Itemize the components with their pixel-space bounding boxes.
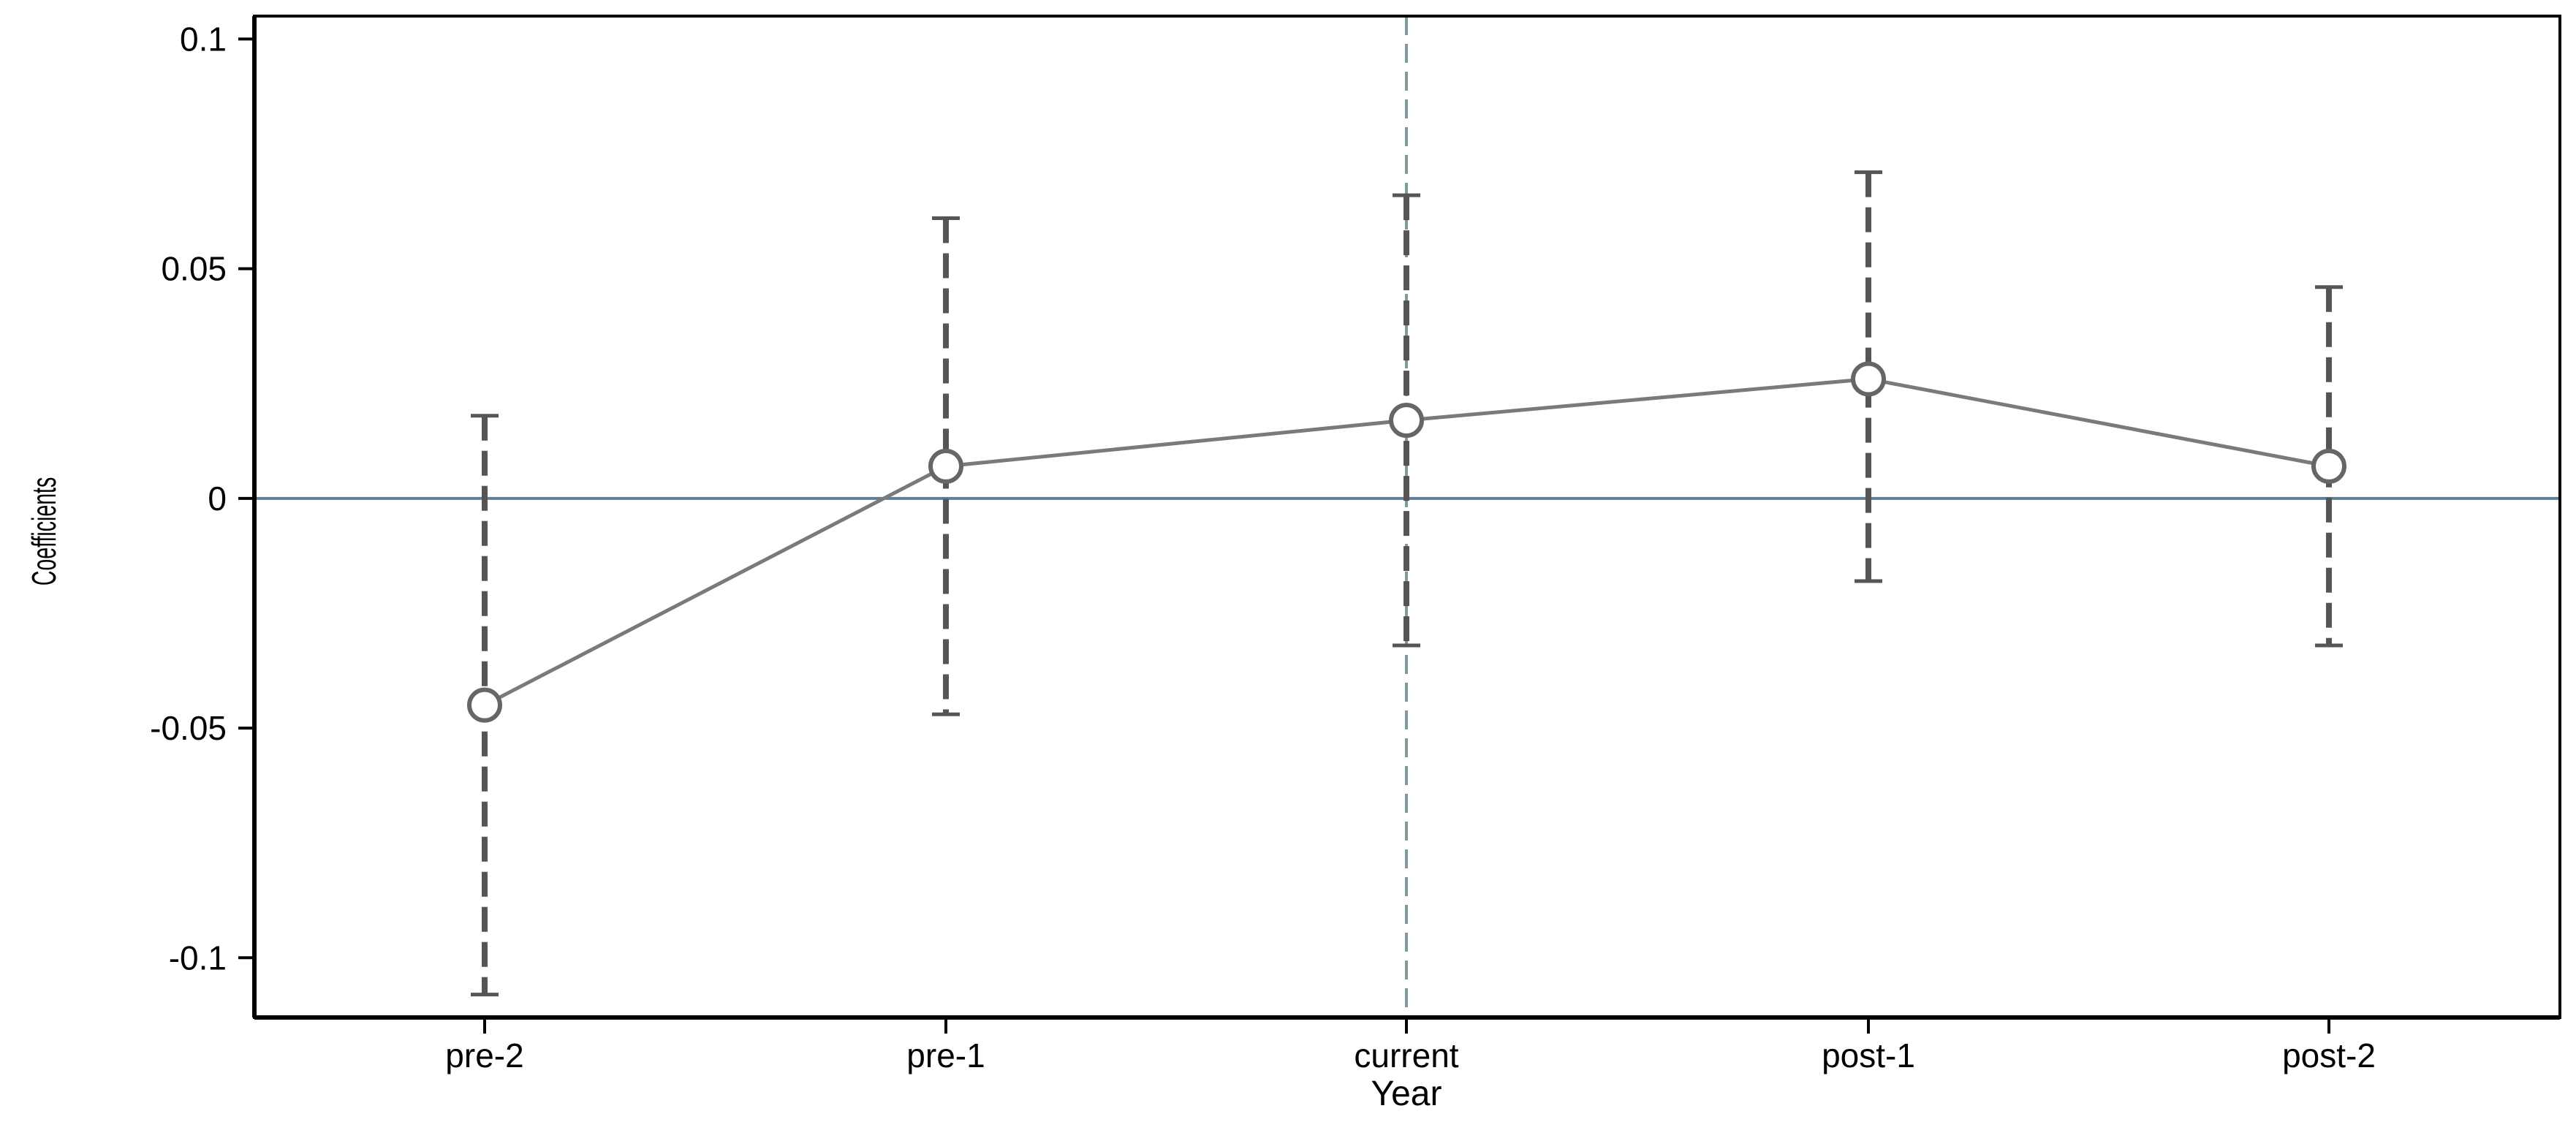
data-point: [467, 687, 502, 723]
y-tick-label: 0.1: [180, 20, 227, 58]
x-tick-label: pre-2: [445, 1036, 523, 1074]
y-tick-label: -0.05: [150, 709, 227, 747]
y-tick-label: 0.05: [161, 250, 227, 288]
data-point: [1851, 361, 1886, 397]
y-axis: -0.1 -0.05 0 0.05 0.1: [150, 20, 254, 977]
y-tick-label: 0: [208, 479, 227, 518]
data-point: [928, 448, 963, 484]
y-tick-label: -0.1: [169, 939, 227, 977]
x-axis: pre-2 pre-1 current post-1 post-2: [445, 1017, 2376, 1074]
x-axis-title: Year: [1371, 1074, 1442, 1113]
data-point: [1389, 403, 1424, 439]
x-tick-label: post-1: [1822, 1036, 1915, 1074]
x-tick-label: current: [1354, 1036, 1458, 1074]
x-tick-label: post-2: [2282, 1036, 2376, 1074]
y-axis-title: Coefficients: [26, 477, 64, 585]
data-point: [2311, 448, 2346, 484]
x-tick-label: pre-1: [906, 1036, 985, 1074]
coefficient-markers: [467, 361, 2346, 723]
